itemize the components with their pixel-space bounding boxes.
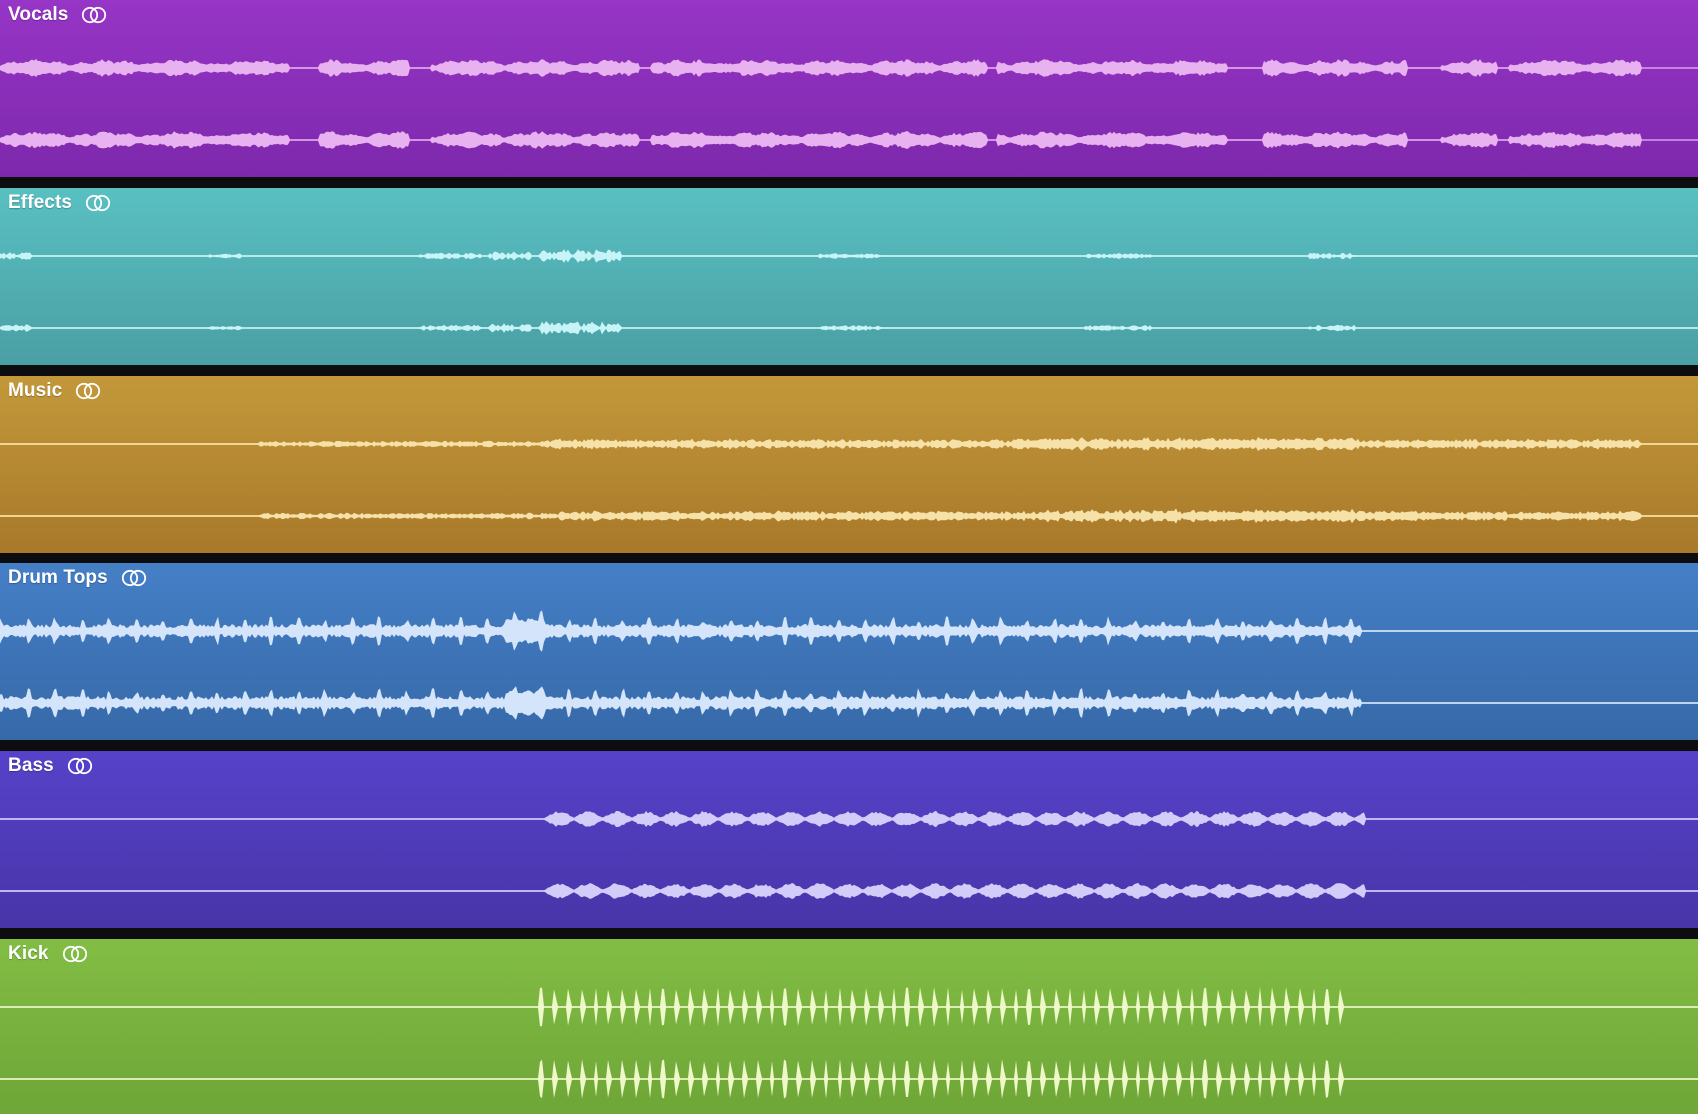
stereo-link-icon[interactable]: [120, 569, 148, 587]
track-header: Kick: [8, 943, 89, 965]
track-region-kick[interactable]: Kick: [0, 939, 1698, 1114]
track-region-bass[interactable]: Bass: [0, 751, 1698, 928]
audio-waveform: [0, 249, 1698, 335]
track-name: Music: [8, 380, 63, 401]
track-region-vocals[interactable]: Vocals: [0, 0, 1698, 177]
audio-waveform: [0, 437, 1698, 524]
track-name: Effects: [8, 192, 73, 213]
track-header: Effects: [8, 192, 112, 214]
stereo-link-icon[interactable]: [80, 6, 108, 24]
audio-waveform: [0, 987, 1698, 1099]
track-name: Bass: [8, 755, 54, 776]
track-name: Kick: [8, 943, 49, 964]
track-header: Bass: [8, 755, 94, 777]
track-header: Drum Tops: [8, 567, 148, 589]
track-region-effects[interactable]: Effects: [0, 188, 1698, 365]
audio-waveform: [0, 810, 1698, 900]
track-header: Vocals: [8, 4, 108, 26]
track-region-music[interactable]: Music: [0, 376, 1698, 553]
audio-waveform: [0, 610, 1698, 720]
stereo-link-icon[interactable]: [61, 945, 89, 963]
stereo-link-icon[interactable]: [84, 194, 112, 212]
track-name: Drum Tops: [8, 567, 108, 588]
stereo-link-icon[interactable]: [74, 382, 102, 400]
track-region-drum-tops[interactable]: Drum Tops: [0, 563, 1698, 740]
track-name: Vocals: [8, 4, 69, 25]
stereo-link-icon[interactable]: [66, 757, 94, 775]
audio-waveform: [0, 59, 1698, 149]
track-header: Music: [8, 380, 102, 402]
